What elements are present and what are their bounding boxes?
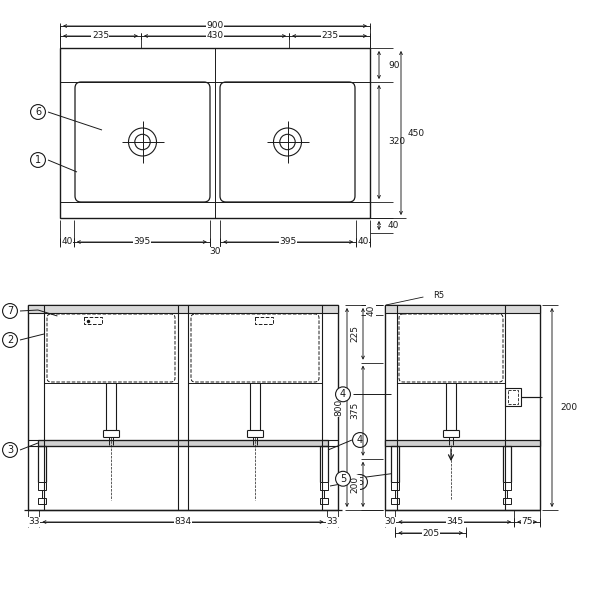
Bar: [508, 390, 518, 404]
FancyBboxPatch shape: [47, 314, 175, 382]
Text: 40: 40: [357, 237, 369, 246]
Bar: [255, 317, 273, 324]
Text: 33: 33: [28, 517, 40, 526]
Text: 3: 3: [7, 445, 13, 455]
Bar: [84, 317, 102, 324]
Bar: [391, 482, 399, 490]
Bar: [28, 305, 338, 510]
Bar: [385, 305, 540, 510]
Text: 320: 320: [388, 137, 405, 146]
Text: 75: 75: [522, 517, 533, 526]
Text: 205: 205: [422, 528, 439, 537]
Bar: [503, 498, 511, 504]
Text: 30: 30: [384, 517, 396, 526]
Bar: [320, 482, 328, 490]
Text: 200: 200: [560, 403, 577, 412]
Circle shape: [135, 134, 150, 149]
Text: 800: 800: [334, 399, 343, 416]
Text: 4: 4: [340, 389, 346, 400]
Text: 235: 235: [92, 32, 109, 40]
Text: 834: 834: [174, 517, 192, 526]
Bar: [385, 440, 540, 446]
Text: 235: 235: [321, 32, 338, 40]
Text: 40: 40: [388, 221, 400, 230]
Text: 395: 395: [279, 237, 297, 246]
Circle shape: [129, 128, 157, 156]
Text: 430: 430: [206, 32, 223, 40]
Bar: [385, 305, 540, 313]
Bar: [28, 305, 338, 313]
Text: 900: 900: [206, 21, 224, 30]
FancyBboxPatch shape: [75, 82, 210, 202]
Text: R5: R5: [433, 290, 445, 300]
Text: 2: 2: [7, 335, 13, 345]
Text: 375: 375: [351, 402, 359, 419]
FancyBboxPatch shape: [399, 314, 503, 382]
FancyBboxPatch shape: [220, 82, 355, 202]
Text: 40: 40: [61, 237, 73, 246]
Text: 4: 4: [357, 435, 363, 445]
Text: 345: 345: [446, 517, 464, 526]
Bar: [503, 482, 511, 490]
Text: 7: 7: [7, 306, 13, 316]
Text: 450: 450: [408, 129, 425, 137]
Text: 5: 5: [340, 474, 346, 484]
Bar: [38, 482, 46, 490]
Text: 40: 40: [367, 304, 376, 316]
Bar: [60, 48, 370, 218]
Bar: [505, 388, 521, 406]
Circle shape: [273, 128, 301, 156]
Text: 200: 200: [351, 476, 359, 493]
Bar: [391, 498, 399, 504]
Bar: [38, 498, 46, 504]
Bar: [320, 498, 328, 504]
Text: 1: 1: [35, 155, 41, 165]
FancyBboxPatch shape: [191, 314, 319, 382]
Bar: [38, 440, 328, 446]
Text: 33: 33: [326, 517, 338, 526]
Text: 395: 395: [133, 237, 151, 246]
Circle shape: [280, 134, 295, 149]
Text: 30: 30: [209, 248, 221, 256]
Text: 6: 6: [35, 107, 41, 117]
Text: 5: 5: [357, 477, 363, 487]
Text: 90: 90: [388, 60, 400, 70]
Text: 225: 225: [351, 325, 359, 342]
